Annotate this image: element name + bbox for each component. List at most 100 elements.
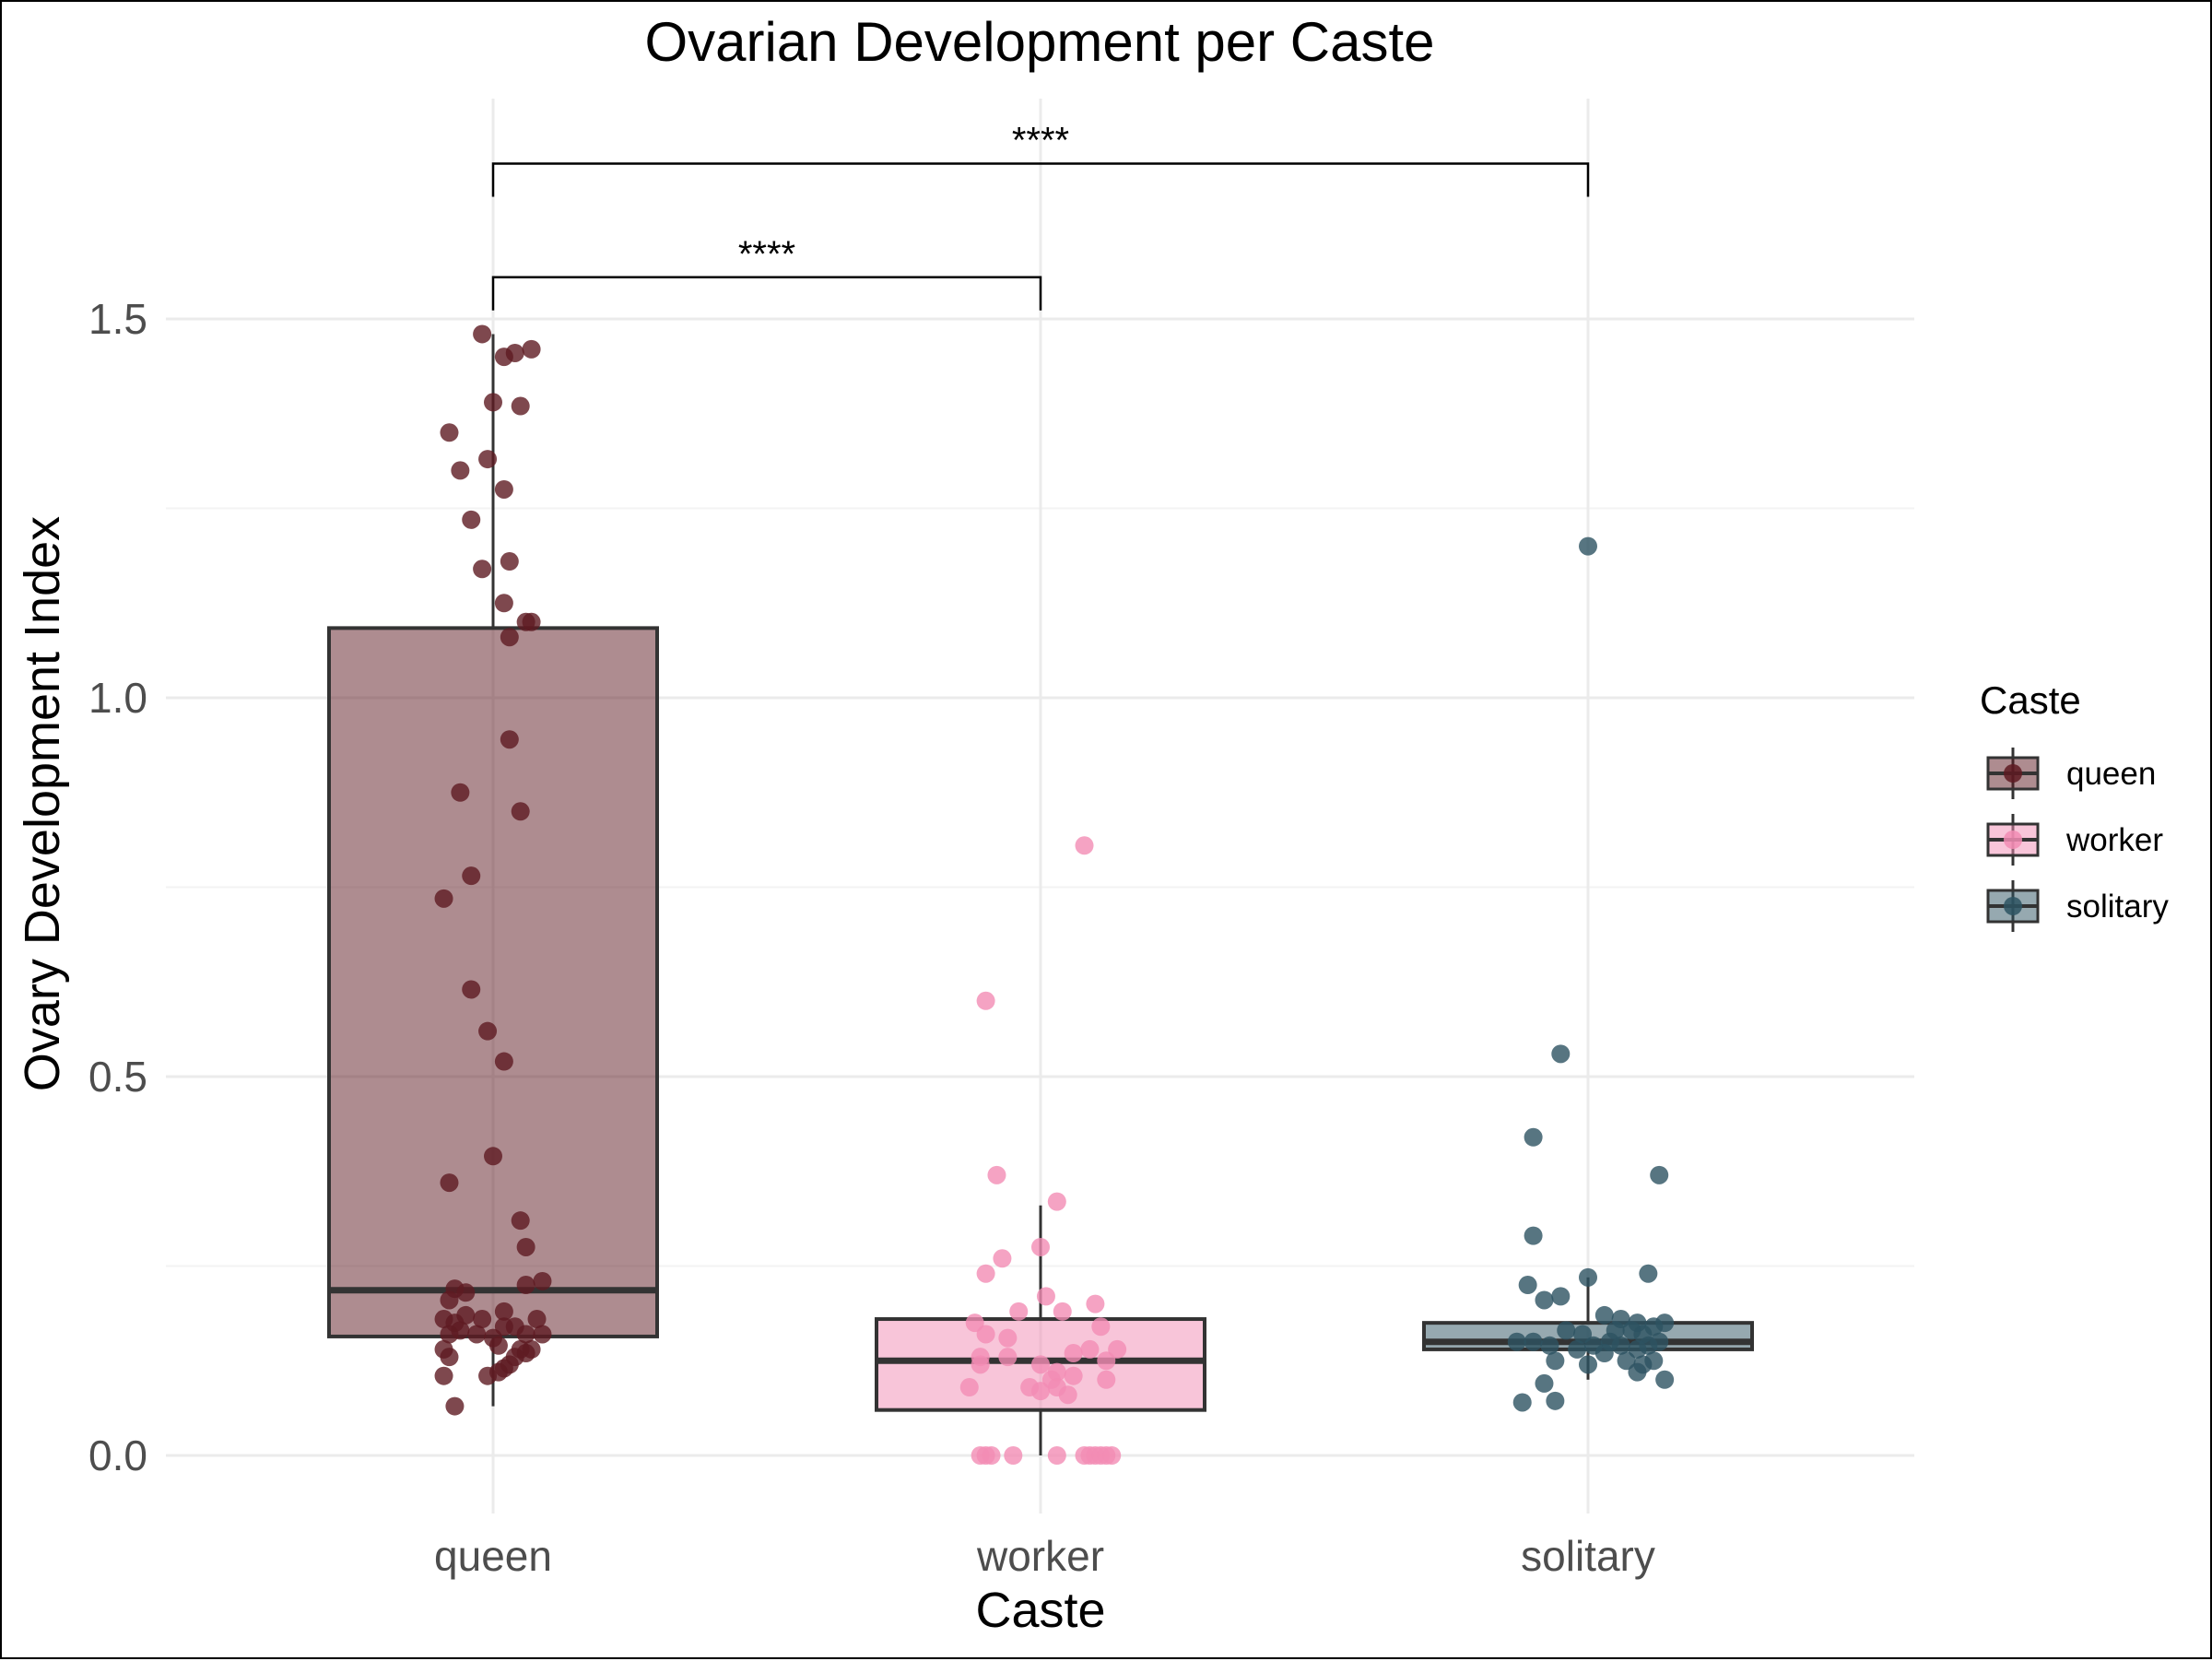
queen-point-44 <box>467 1325 487 1344</box>
worker-point-9 <box>1009 1302 1029 1321</box>
significance-bracket-0 <box>491 276 1042 311</box>
worker-point-35 <box>1004 1446 1023 1465</box>
legend-key-dot-worker <box>2004 830 2022 849</box>
queen-point-29 <box>533 1271 552 1290</box>
queen-point-48 <box>488 1336 508 1355</box>
solitary-point-9 <box>1551 1287 1571 1306</box>
chart-title: Ovarian Development per Caste <box>644 11 1434 73</box>
worker-point-2 <box>987 1165 1006 1184</box>
solitary-point-38 <box>1535 1373 1554 1393</box>
solitary-point-7 <box>1518 1276 1537 1295</box>
solitary-point-39 <box>1546 1391 1565 1410</box>
x-tick-label-solitary: solitary <box>1521 1532 1655 1580</box>
legend: Caste queen worker solitary <box>1980 678 2169 932</box>
solitary-point-3 <box>1650 1165 1669 1184</box>
y-tick-label-0: 0.0 <box>88 1431 147 1479</box>
legend-title: Caste <box>1980 678 2081 722</box>
worker-point-36 <box>1047 1446 1066 1465</box>
point-layer <box>434 324 1675 1465</box>
solitary-point-6 <box>1639 1264 1658 1283</box>
legend-key-dot-solitary <box>2004 897 2022 915</box>
worker-point-1 <box>976 991 995 1010</box>
solitary-point-32 <box>1617 1351 1636 1371</box>
queen-point-33 <box>440 1290 459 1310</box>
queen-point-32 <box>456 1283 476 1302</box>
worker-point-17 <box>1064 1344 1083 1363</box>
worker-point-27 <box>959 1378 979 1397</box>
queen-point-10 <box>462 510 481 529</box>
worker-point-21 <box>1031 1355 1050 1374</box>
solitary-point-5 <box>1579 1267 1597 1287</box>
worker-point-11 <box>965 1313 984 1333</box>
queen-point-38 <box>473 1310 492 1329</box>
solitary-point-40 <box>1512 1393 1532 1412</box>
worker-point-0 <box>1075 836 1094 855</box>
queen-point-45 <box>516 1325 535 1344</box>
worker-point-42 <box>1102 1446 1122 1465</box>
solitary-point-2 <box>1524 1127 1543 1147</box>
queen-point-26 <box>440 1173 459 1193</box>
worker-point-22 <box>971 1355 990 1374</box>
queen-point-54 <box>440 1348 459 1367</box>
queen-point-37 <box>527 1310 547 1329</box>
worker-point-6 <box>976 1264 995 1283</box>
x-tick-label-worker: worker <box>976 1532 1104 1580</box>
queen-point-59 <box>478 1366 498 1385</box>
y-tick-label-2: 1.0 <box>88 674 147 722</box>
queen-point-7 <box>451 461 470 480</box>
queen-point-19 <box>511 802 530 821</box>
queen-point-46 <box>533 1325 552 1344</box>
x-tick-label-queen: queen <box>434 1532 552 1580</box>
solitary-point-17 <box>1573 1325 1593 1344</box>
significance-label-1: **** <box>1012 120 1069 160</box>
legend-label-queen: queen <box>2066 756 2156 792</box>
worker-point-5 <box>993 1249 1012 1268</box>
legend-label-solitary: solitary <box>2066 889 2169 925</box>
worker-point-8 <box>1086 1294 1105 1313</box>
solitary-point-21 <box>1524 1332 1543 1351</box>
worker-point-12 <box>1091 1317 1111 1337</box>
worker-point-24 <box>1064 1366 1083 1385</box>
worker-point-10 <box>1053 1302 1072 1321</box>
queen-point-13 <box>494 594 513 613</box>
worker-point-30 <box>1031 1382 1050 1401</box>
legend-key-dot-queen <box>2004 764 2022 783</box>
x-axis-title: Caste <box>975 1583 1105 1638</box>
solitary-point-31 <box>1546 1351 1565 1371</box>
solitary-point-26 <box>1611 1336 1630 1355</box>
solitary-point-0 <box>1579 536 1597 556</box>
solitary-point-28 <box>1650 1332 1669 1351</box>
queen-point-3 <box>522 339 541 359</box>
worker-point-20 <box>1097 1351 1116 1371</box>
queen-point-43 <box>440 1325 459 1344</box>
queen-point-17 <box>500 730 519 749</box>
worker-point-15 <box>1108 1339 1127 1359</box>
queen-point-58 <box>434 1366 453 1385</box>
queen-point-34 <box>494 1302 513 1321</box>
solitary-point-29 <box>1628 1339 1647 1359</box>
queen-box <box>327 626 659 1338</box>
queen-point-60 <box>445 1396 465 1416</box>
worker-point-16 <box>1080 1339 1100 1359</box>
queen-point-30 <box>516 1276 535 1295</box>
queen-point-24 <box>494 1052 513 1071</box>
queen-point-5 <box>484 393 502 412</box>
legend-label-worker: worker <box>2065 822 2163 858</box>
queen-point-18 <box>451 783 470 802</box>
y-axis-title: Ovary Development Index <box>15 516 70 1091</box>
solitary-point-10 <box>1594 1305 1614 1325</box>
worker-point-31 <box>1058 1385 1077 1405</box>
worker-point-13 <box>976 1325 995 1344</box>
queen-point-9 <box>494 479 513 499</box>
queen-point-20 <box>462 866 481 886</box>
queen-point-15 <box>522 612 541 631</box>
solitary-point-22 <box>1540 1336 1559 1355</box>
worker-point-3 <box>1047 1192 1066 1211</box>
worker-point-34 <box>982 1446 1001 1465</box>
worker-point-19 <box>998 1348 1018 1367</box>
significance-label-0: **** <box>738 234 795 275</box>
queen-point-0 <box>473 324 492 344</box>
significance-bracket-1 <box>491 162 1590 197</box>
solitary-point-14 <box>1557 1321 1576 1340</box>
